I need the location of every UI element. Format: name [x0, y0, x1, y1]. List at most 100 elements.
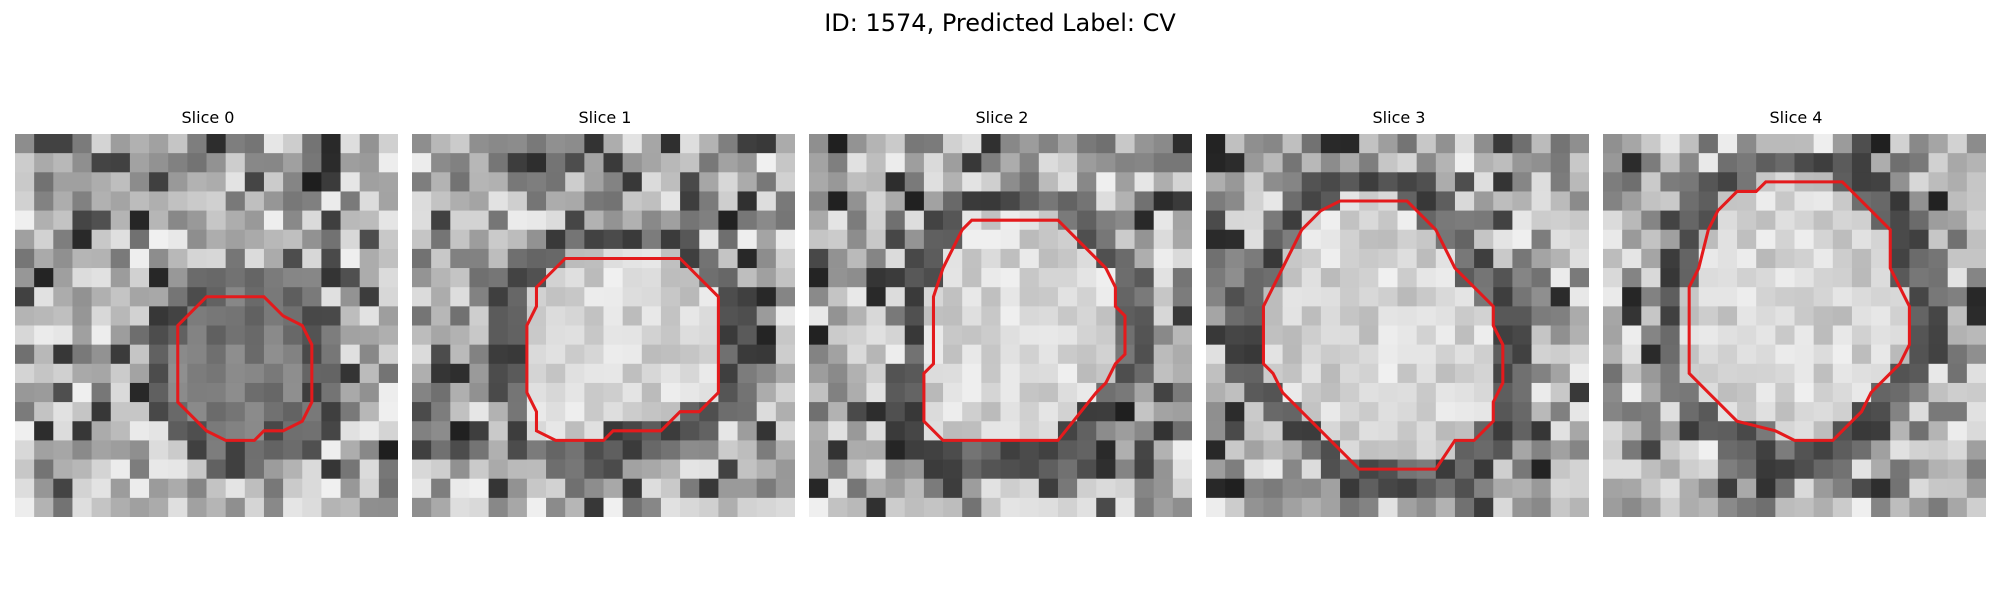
image-pixel — [412, 440, 432, 460]
image-pixel — [904, 382, 925, 403]
image-pixel — [1660, 306, 1680, 326]
image-pixel — [34, 134, 54, 154]
image-pixel — [1378, 382, 1398, 403]
image-pixel — [1359, 210, 1379, 231]
image-pixel — [1134, 287, 1155, 307]
image-pixel — [1569, 382, 1589, 403]
image-pixel — [1813, 268, 1834, 288]
image-pixel — [378, 440, 398, 460]
image-pixel — [1569, 363, 1589, 384]
image-pixel — [1019, 229, 1040, 250]
image-pixel — [699, 268, 719, 288]
image-pixel — [1871, 268, 1891, 288]
image-pixel — [1947, 134, 1968, 154]
image-pixel — [1263, 229, 1283, 250]
image-pixel — [1301, 497, 1322, 517]
image-pixel — [866, 306, 886, 326]
image-pixel — [1172, 191, 1192, 211]
image-pixel — [828, 325, 848, 346]
image-pixel — [546, 402, 566, 422]
image-pixel — [15, 153, 35, 173]
image-pixel — [680, 440, 700, 460]
image-pixel — [225, 229, 246, 250]
image-pixel — [302, 191, 322, 211]
image-pixel — [1077, 497, 1097, 517]
slice-image-1 — [412, 134, 795, 517]
image-pixel — [263, 210, 284, 231]
image-pixel — [1397, 402, 1418, 422]
image-pixel — [129, 229, 150, 250]
image-pixel — [412, 268, 432, 288]
image-pixel — [91, 229, 112, 250]
image-pixel — [904, 402, 925, 422]
image-pixel — [756, 344, 777, 365]
image-pixel — [1928, 344, 1949, 365]
image-pixel — [1603, 421, 1623, 441]
image-pixel — [1320, 440, 1341, 460]
image-pixel — [775, 287, 795, 307]
image-pixel — [15, 134, 35, 154]
image-pixel — [1134, 172, 1155, 192]
image-pixel — [1947, 478, 1968, 499]
image-pixel — [981, 497, 1001, 517]
image-pixel — [450, 191, 470, 211]
image-pixel — [412, 478, 432, 499]
image-pixel — [340, 402, 361, 422]
image-pixel — [1737, 382, 1757, 403]
image-pixel — [1435, 191, 1456, 211]
image-pixel — [1550, 478, 1571, 499]
image-pixel — [526, 268, 547, 288]
image-pixel — [775, 153, 795, 173]
image-pixel — [187, 210, 207, 231]
image-pixel — [1397, 287, 1418, 307]
image-pixel — [507, 287, 528, 307]
image-pixel — [565, 459, 585, 480]
image-pixel — [15, 210, 35, 231]
image-pixel — [1134, 191, 1155, 211]
image-pixel — [302, 306, 322, 326]
image-pixel — [359, 402, 380, 422]
image-pixel — [1603, 459, 1623, 480]
image-pixel — [1000, 325, 1021, 346]
image-pixel — [847, 382, 867, 403]
image-pixel — [1115, 440, 1135, 460]
image-pixel — [565, 229, 585, 250]
image-pixel — [1206, 497, 1226, 517]
image-pixel — [15, 382, 35, 403]
image-pixel — [1966, 402, 1986, 422]
image-pixel — [1454, 421, 1475, 441]
image-pixel — [412, 210, 432, 231]
image-pixel — [263, 497, 284, 517]
image-pixel — [1134, 382, 1155, 403]
image-pixel — [1206, 344, 1226, 365]
image-pixel — [1206, 402, 1226, 422]
image-pixel — [622, 172, 643, 192]
image-pixel — [1756, 210, 1776, 231]
image-pixel — [1641, 191, 1661, 211]
image-pixel — [1320, 382, 1341, 403]
image-pixel — [1057, 440, 1078, 460]
image-pixel — [110, 172, 131, 192]
image-pixel — [828, 306, 848, 326]
image-pixel — [1225, 421, 1245, 441]
image-pixel — [660, 210, 681, 231]
image-pixel — [1416, 325, 1437, 346]
image-pixel — [1569, 229, 1589, 250]
image-pixel — [1928, 191, 1949, 211]
image-pixel — [129, 325, 150, 346]
image-pixel — [584, 191, 604, 211]
image-pixel — [412, 325, 432, 346]
image-pixel — [72, 229, 92, 250]
image-pixel — [981, 440, 1001, 460]
image-pixel — [1153, 402, 1174, 422]
image-pixel — [847, 497, 867, 517]
image-pixel — [244, 172, 265, 192]
image-pixel — [1531, 497, 1552, 517]
image-pixel — [1947, 248, 1968, 269]
image-pixel — [149, 287, 169, 307]
image-pixel — [584, 363, 604, 384]
image-pixel — [828, 497, 848, 517]
image-pixel — [756, 172, 777, 192]
image-pixel — [1301, 363, 1322, 384]
image-pixel — [1909, 497, 1929, 517]
